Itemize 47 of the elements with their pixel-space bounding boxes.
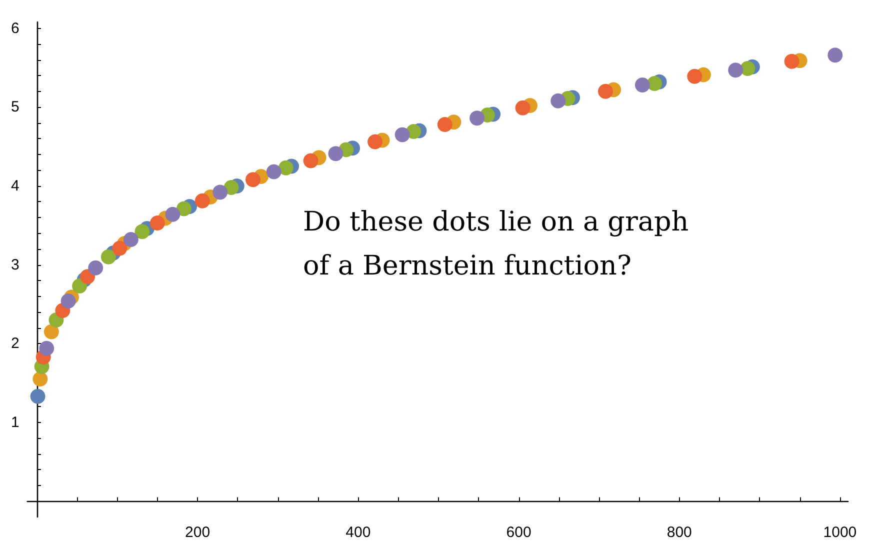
point: [39, 340, 54, 356]
point: [246, 172, 260, 188]
point: [278, 160, 294, 176]
point: [212, 184, 228, 200]
point: [303, 153, 318, 168]
point: [515, 100, 530, 116]
y-tick-label: 3: [11, 256, 20, 274]
point: [266, 164, 282, 180]
y-tick-label: 1: [11, 414, 20, 431]
x-tick-label: 400: [346, 524, 371, 541]
point: [176, 201, 192, 216]
point: [165, 206, 180, 222]
point: [100, 249, 116, 264]
point: [134, 224, 150, 240]
y-tick-label: 2: [11, 335, 20, 352]
y-tick-label: 4: [11, 177, 20, 194]
x-tick-label: 200: [185, 524, 210, 541]
point: [368, 134, 383, 150]
point: [728, 62, 744, 78]
x-tick-label: 800: [666, 524, 692, 541]
point: [828, 48, 843, 63]
point: [72, 278, 88, 294]
point: [32, 372, 48, 387]
point: [60, 294, 76, 309]
y-tick-label: 6: [11, 20, 20, 37]
point: [437, 116, 452, 132]
point: [150, 216, 165, 230]
point: [112, 240, 128, 256]
annotation: Do these dots lie on a graph of a Bernstein function?: [303, 206, 689, 282]
point: [88, 260, 104, 276]
point: [687, 68, 702, 84]
point: [30, 388, 46, 404]
point: [784, 54, 800, 69]
point: [598, 84, 613, 99]
y-tick-label: 5: [11, 98, 20, 116]
point: [194, 193, 210, 208]
point: [646, 76, 662, 91]
point: [394, 127, 410, 142]
x-tick-label: 1000: [823, 524, 857, 541]
point: [470, 110, 485, 126]
point: [634, 78, 650, 93]
point: [224, 180, 239, 196]
point: [44, 324, 59, 340]
point: [328, 146, 344, 162]
point: [123, 232, 138, 248]
x-tick-label: 600: [506, 524, 532, 541]
point: [550, 93, 566, 108]
